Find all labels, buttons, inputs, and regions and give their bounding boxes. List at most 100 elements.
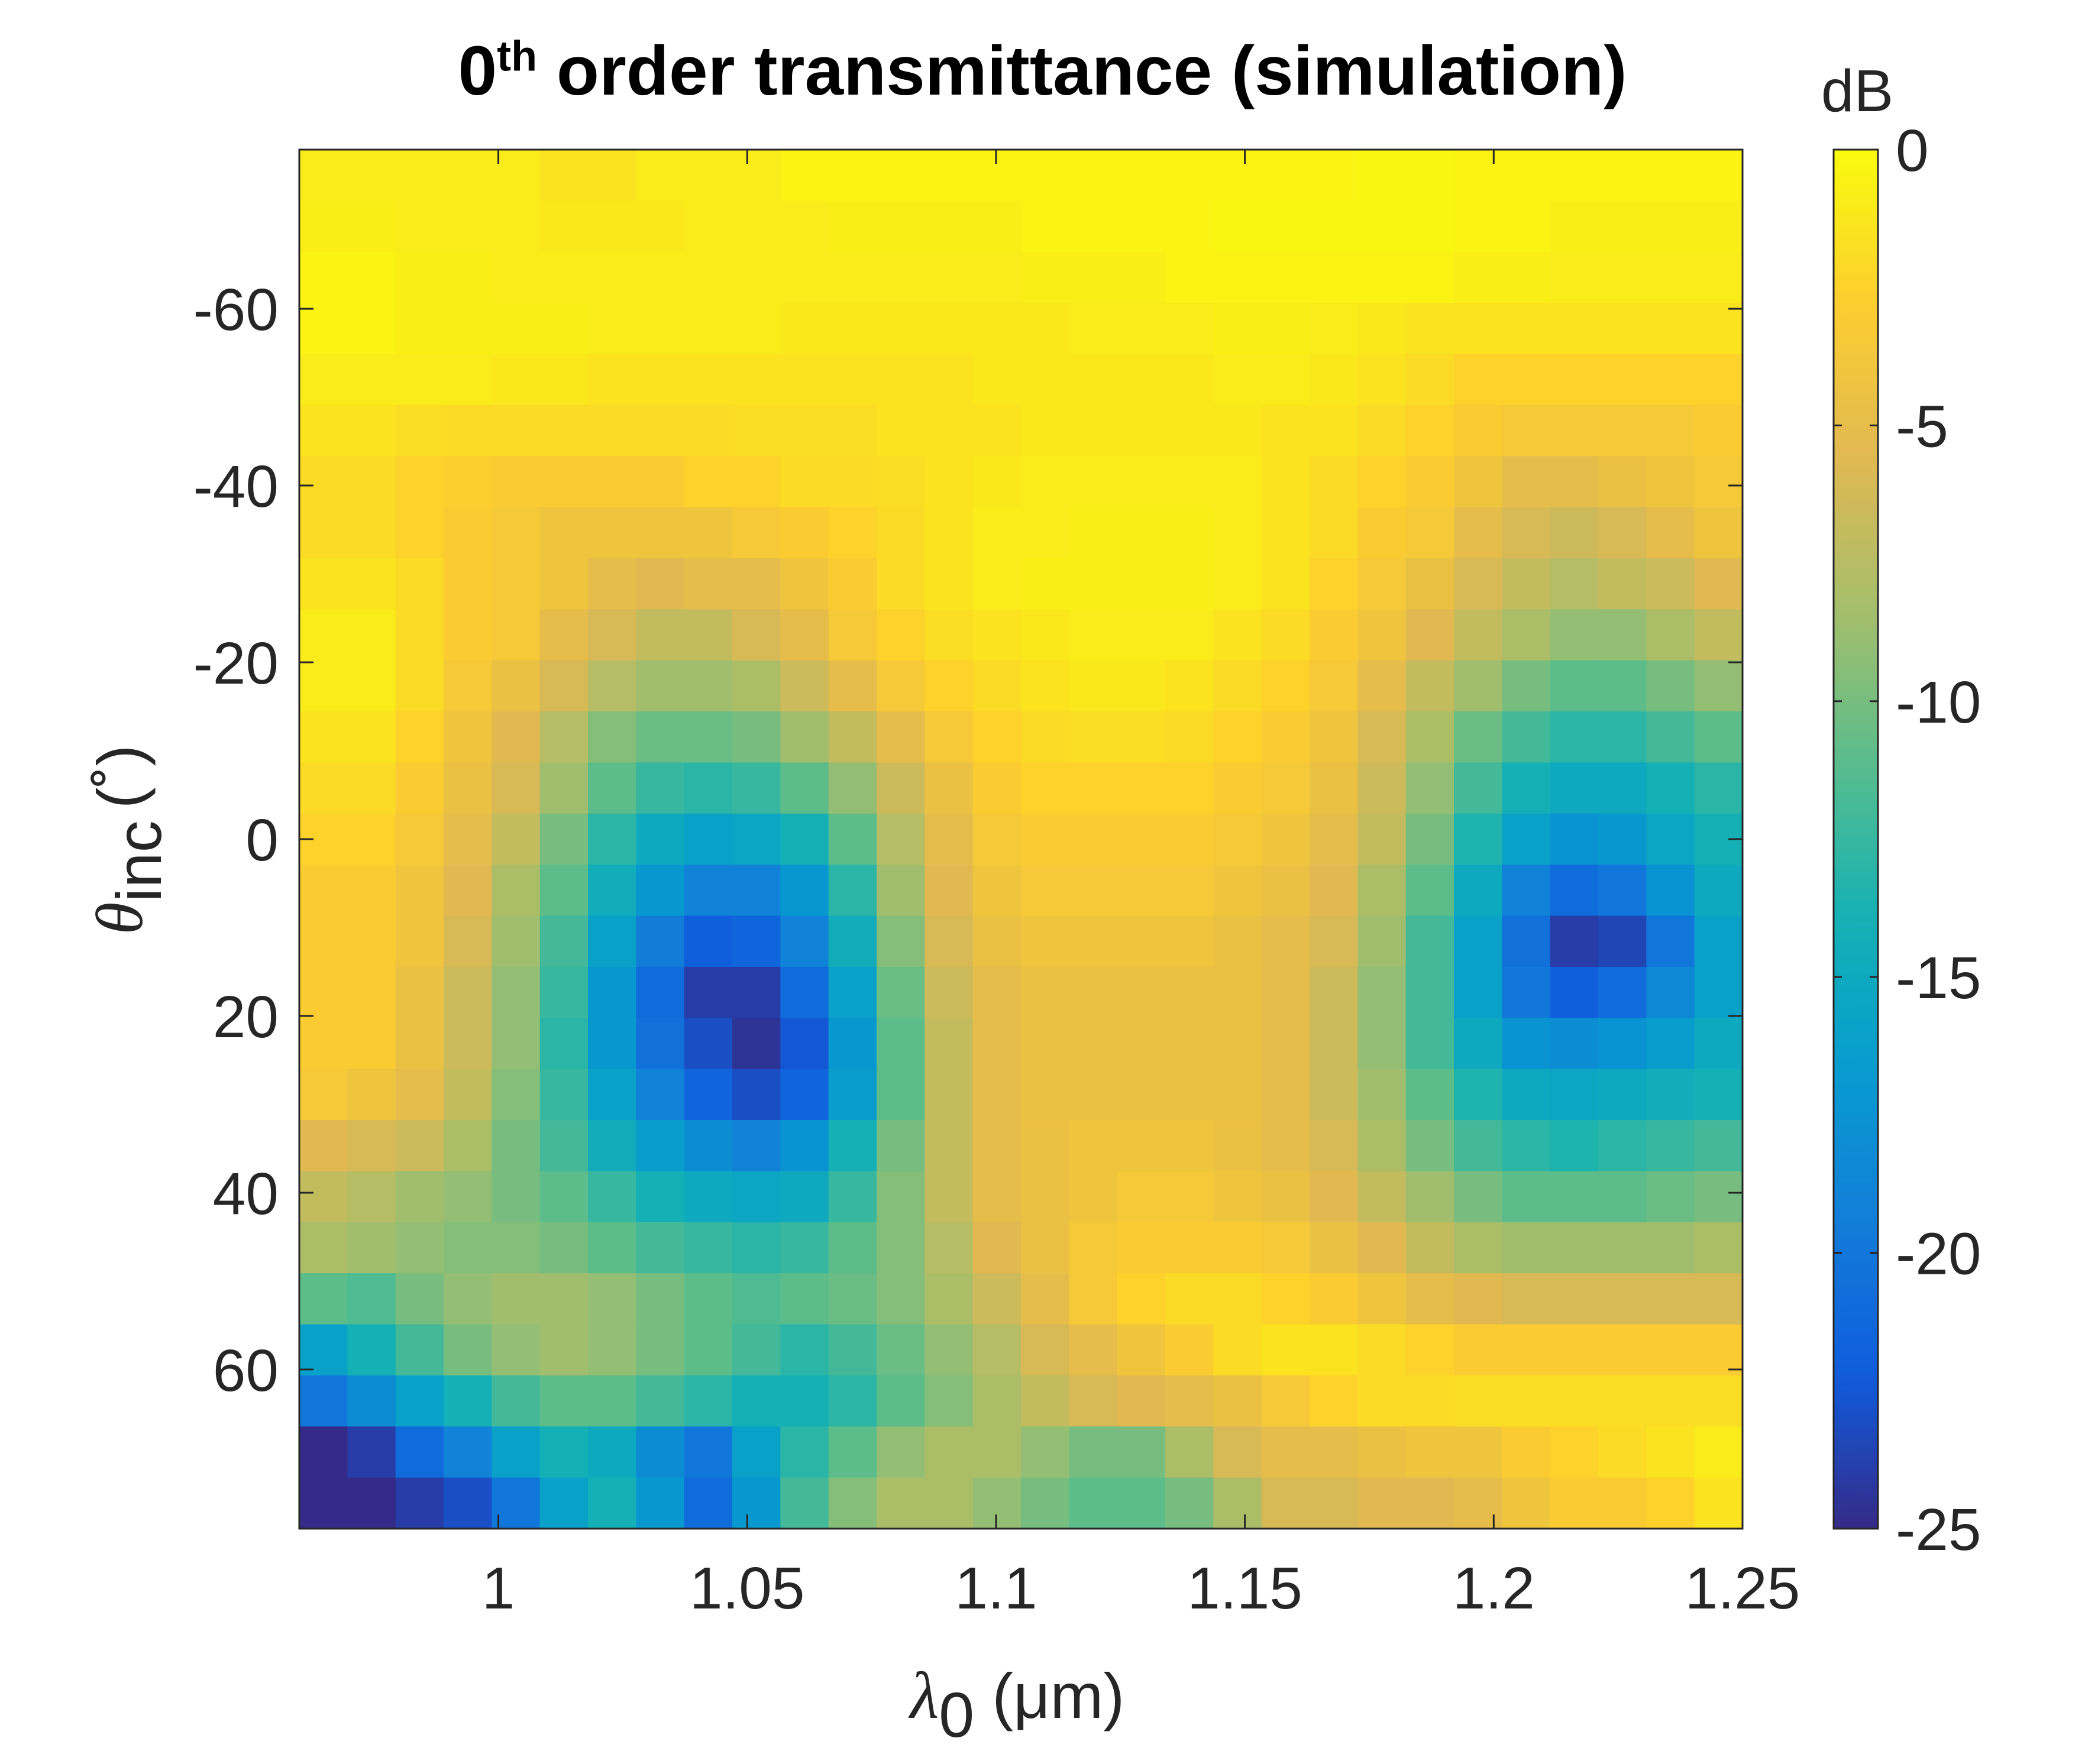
heatmap-cell xyxy=(1405,303,1454,355)
heatmap-cell xyxy=(1550,1018,1599,1070)
heatmap-cell xyxy=(299,558,348,610)
heatmap-cell xyxy=(1213,609,1262,661)
colorbar-tick-label: 0 xyxy=(1896,118,1929,184)
heatmap-cell xyxy=(1357,813,1407,865)
heatmap-cell xyxy=(877,1375,926,1428)
heatmap-cell xyxy=(1357,1171,1407,1223)
heatmap-cell xyxy=(299,609,348,661)
heatmap-cell xyxy=(684,354,733,406)
heatmap-cell xyxy=(732,813,781,865)
heatmap-cell xyxy=(539,1120,589,1172)
heatmap-cell xyxy=(539,507,589,559)
heatmap-cell xyxy=(636,456,685,508)
heatmap-cell xyxy=(1117,660,1166,712)
heatmap-cell xyxy=(636,966,685,1019)
heatmap-cell xyxy=(684,1273,733,1325)
heatmap-cell xyxy=(1550,404,1599,457)
heatmap-cell xyxy=(1021,865,1070,917)
heatmap-cell xyxy=(732,1426,781,1478)
heatmap-cell xyxy=(588,1426,637,1478)
heatmap-cell xyxy=(828,150,877,202)
heatmap-cell xyxy=(924,558,974,610)
heatmap-cell xyxy=(924,1477,974,1529)
heatmap-cell xyxy=(972,915,1022,967)
heatmap-cell xyxy=(347,1477,396,1529)
heatmap-cell xyxy=(299,251,348,303)
heatmap-cell xyxy=(588,1375,637,1428)
heatmap-cell xyxy=(588,609,637,661)
heatmap-cell xyxy=(539,354,589,406)
heatmap-cell xyxy=(588,303,637,355)
heatmap-cell xyxy=(588,1018,637,1070)
heatmap-cell xyxy=(395,966,444,1019)
heatmap-cell xyxy=(684,1018,733,1070)
heatmap-cell xyxy=(1694,1222,1743,1274)
heatmap-cell xyxy=(684,1324,733,1376)
heatmap-cell xyxy=(1646,558,1695,610)
heatmap-cell xyxy=(1405,915,1454,967)
heatmap-cell xyxy=(1213,1069,1262,1121)
heatmap-cell xyxy=(636,1477,685,1529)
heatmap-cell xyxy=(1213,660,1262,712)
heatmap-cell xyxy=(299,1426,348,1478)
heatmap-cell xyxy=(1598,711,1647,763)
heatmap-cell xyxy=(684,456,733,508)
heatmap-cell xyxy=(1357,609,1407,661)
heatmap-cell xyxy=(1405,966,1454,1019)
heatmap-cell xyxy=(395,711,444,763)
heatmap-cell xyxy=(684,150,733,202)
heatmap-cell xyxy=(1502,1273,1551,1325)
heatmap-cell xyxy=(395,1171,444,1223)
heatmap-cell xyxy=(1598,1222,1647,1274)
heatmap-cell xyxy=(877,251,926,303)
heatmap-cell xyxy=(732,1324,781,1376)
heatmap-cell xyxy=(1694,1477,1743,1529)
heatmap-cell xyxy=(1069,1171,1118,1223)
heatmap-cell xyxy=(444,507,493,559)
heatmap-cell xyxy=(1646,813,1695,865)
heatmap-cell xyxy=(1357,865,1407,917)
heatmap-cell xyxy=(1550,609,1599,661)
heatmap-cell xyxy=(1646,915,1695,967)
heatmap-cell xyxy=(924,711,974,763)
heatmap-cell xyxy=(588,915,637,967)
heatmap-cell xyxy=(1069,762,1118,814)
heatmap-cell xyxy=(1502,1375,1551,1428)
heatmap-cell xyxy=(684,558,733,610)
heatmap-cell xyxy=(877,711,926,763)
heatmap-cell xyxy=(1261,813,1310,865)
heatmap-cell xyxy=(1165,660,1214,712)
heatmap-cell xyxy=(444,865,493,917)
heatmap-cell xyxy=(972,865,1022,917)
heatmap-cell xyxy=(1454,150,1503,202)
heatmap-cell xyxy=(395,1375,444,1428)
heatmap-cell xyxy=(347,1222,396,1274)
heatmap-cell xyxy=(1502,966,1551,1019)
heatmap-cell xyxy=(828,1273,877,1325)
heatmap-cell xyxy=(1213,865,1262,917)
heatmap-cell xyxy=(1550,813,1599,865)
heatmap-cell xyxy=(636,1018,685,1070)
heatmap-cell xyxy=(1694,915,1743,967)
heatmap-cell xyxy=(1598,609,1647,661)
heatmap-cell xyxy=(1598,1324,1647,1376)
heatmap-cell xyxy=(444,354,493,406)
heatmap-cell xyxy=(636,1069,685,1121)
heatmap-cell xyxy=(877,456,926,508)
heatmap-cell xyxy=(1165,456,1214,508)
heatmap-cell xyxy=(1550,251,1599,303)
heatmap-cell xyxy=(1502,200,1551,253)
heatmap-cell xyxy=(1550,507,1599,559)
heatmap-cell xyxy=(1646,251,1695,303)
heatmap-cell xyxy=(347,1120,396,1172)
heatmap-cell xyxy=(732,1069,781,1121)
heatmap-cell xyxy=(492,1426,541,1478)
heatmap-cell xyxy=(780,456,829,508)
heatmap-cell xyxy=(588,813,637,865)
heatmap-cell xyxy=(1646,354,1695,406)
heatmap-cell xyxy=(347,251,396,303)
heatmap-cell xyxy=(1069,1069,1118,1121)
heatmap-cell xyxy=(1310,1477,1359,1529)
heatmap-cell xyxy=(972,1069,1022,1121)
heatmap-cell xyxy=(1213,251,1262,303)
